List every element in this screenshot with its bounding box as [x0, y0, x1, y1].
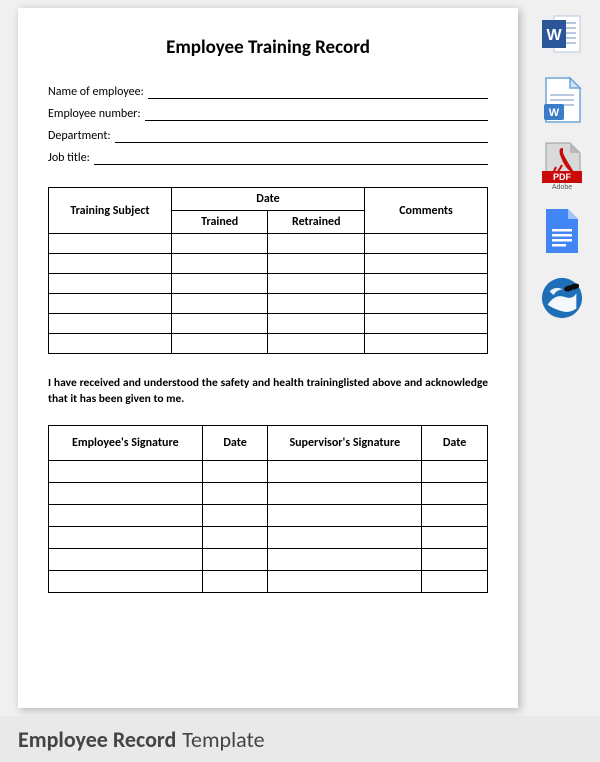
field-line — [94, 151, 488, 165]
pdf-icon[interactable]: PDF Adobe — [540, 142, 584, 190]
signature-tbody — [49, 461, 488, 593]
field-label: Department: — [48, 129, 115, 143]
svg-text:PDF: PDF — [553, 172, 572, 182]
training-tbody — [49, 234, 488, 354]
th-retrained: Retrained — [268, 211, 365, 234]
table-row — [49, 234, 488, 254]
google-docs-icon[interactable] — [540, 208, 584, 256]
th-comments: Comments — [365, 188, 488, 234]
th-trained: Trained — [171, 211, 268, 234]
table-row — [49, 483, 488, 505]
openoffice-icon[interactable] — [540, 274, 584, 322]
svg-text:Adobe: Adobe — [552, 184, 572, 191]
svg-text:W: W — [549, 107, 560, 119]
table-row — [49, 314, 488, 334]
th-emp-sig: Employee's Signature — [49, 426, 203, 461]
field-row: Department: — [48, 123, 488, 143]
file-format-icons: W W PDF Adobe — [540, 10, 590, 322]
word-classic-icon[interactable]: W — [540, 76, 584, 124]
field-label: Name of employee: — [48, 85, 148, 99]
footer-title-light: Template — [182, 726, 264, 753]
signature-table: Employee's Signature Date Supervisor's S… — [48, 425, 488, 593]
field-row: Employee number: — [48, 101, 488, 121]
document-title: Employee Training Record — [48, 36, 488, 59]
field-line — [148, 85, 488, 99]
footer-bar: Employee Record Template — [0, 716, 600, 762]
table-row — [49, 527, 488, 549]
field-row: Name of employee: — [48, 79, 488, 99]
table-row — [49, 254, 488, 274]
table-row — [49, 274, 488, 294]
svg-text:W: W — [546, 27, 562, 44]
fields-block: Name of employee: Employee number: Depar… — [48, 79, 488, 165]
table-row — [49, 549, 488, 571]
th-subject: Training Subject — [49, 188, 172, 234]
table-row — [49, 505, 488, 527]
field-label: Employee number: — [48, 107, 145, 121]
training-table: Training Subject Date Comments Trained R… — [48, 187, 488, 354]
th-date: Date — [171, 188, 364, 211]
field-line — [115, 129, 488, 143]
acknowledgement-text: I have received and understood the safet… — [48, 376, 488, 407]
th-date1: Date — [202, 426, 268, 461]
th-date2: Date — [422, 426, 488, 461]
word-modern-icon[interactable]: W — [540, 10, 584, 58]
document-page: Employee Training Record Name of employe… — [18, 8, 518, 708]
table-row — [49, 294, 488, 314]
footer-title-bold: Employee Record — [18, 726, 176, 753]
table-row — [49, 571, 488, 593]
field-label: Job title: — [48, 151, 94, 165]
table-row — [49, 461, 488, 483]
table-row — [49, 334, 488, 354]
field-row: Job title: — [48, 145, 488, 165]
th-sup-sig: Supervisor's Signature — [268, 426, 422, 461]
field-line — [145, 107, 488, 121]
